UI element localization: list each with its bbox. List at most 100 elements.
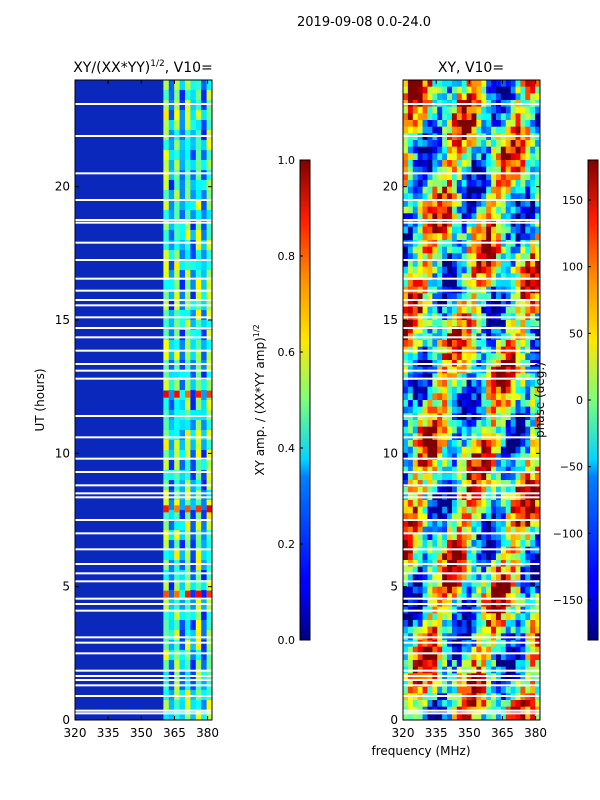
- panel2-cell: [535, 400, 540, 408]
- panel2-cell: [515, 113, 521, 121]
- panel2-cell: [530, 646, 536, 654]
- panel1-cell: [163, 140, 170, 151]
- panel2-cell: [510, 520, 516, 528]
- panel2-cell: [471, 380, 477, 388]
- panel2-cell: [403, 140, 409, 148]
- panel2-cell: [432, 126, 438, 134]
- panel2-cell: [422, 506, 428, 514]
- panel2-cell: [525, 446, 531, 454]
- panel1-cell: [179, 590, 186, 601]
- panel2-cell: [471, 626, 477, 634]
- panel2-cell: [412, 180, 419, 188]
- panel1-cell: [174, 640, 181, 651]
- panel2-cell: [403, 213, 409, 221]
- panel1-cell: [168, 540, 175, 551]
- panel2-cell: [437, 93, 443, 101]
- panel2-cell: [461, 406, 467, 414]
- panel2-cell: [491, 326, 497, 334]
- panel2-cell: [471, 106, 477, 114]
- panel1-cell: [195, 150, 202, 161]
- panel2-cell: [476, 453, 482, 461]
- panel2-cell: [451, 206, 458, 214]
- panel2-cell: [486, 420, 492, 428]
- panel2-cell: [456, 446, 463, 454]
- panel2-cell: [486, 233, 492, 241]
- panel2-cell: [456, 700, 463, 708]
- panel1-gap: [75, 277, 212, 280]
- panel1-cell: [179, 490, 186, 501]
- panel2-cell: [510, 253, 516, 261]
- panel1-cell: [168, 140, 175, 151]
- panel2-cell: [461, 206, 467, 214]
- panel2-cell: [461, 680, 467, 688]
- panel2-cell: [495, 246, 502, 254]
- panel2-cell: [481, 553, 487, 561]
- panel2-cell: [471, 340, 477, 348]
- panel1-cell: [168, 150, 175, 161]
- panel2-cell: [530, 480, 536, 488]
- panel1-cell: [195, 430, 202, 441]
- panel2-cell: [412, 280, 419, 288]
- panel1-cell: [163, 550, 170, 561]
- panel1-cell: [184, 120, 191, 131]
- panel2-cell: [535, 700, 540, 708]
- panel2-cell: [437, 626, 443, 634]
- panel2-cell: [427, 86, 433, 94]
- panel2-cell: [407, 113, 414, 121]
- panel2-cell: [427, 126, 433, 134]
- panel2-cell: [495, 480, 502, 488]
- panel2-cell: [476, 566, 482, 574]
- panel2-cell: [535, 573, 540, 581]
- panel1-cell: [163, 280, 170, 291]
- panel1-cell: [163, 310, 170, 321]
- panel2-cell: [407, 406, 414, 414]
- panel2-cell: [520, 513, 526, 521]
- panel2-cell: [451, 280, 458, 288]
- panel2-cell: [530, 173, 536, 181]
- panel2-cell: [471, 193, 477, 201]
- panel1-cell: [163, 630, 170, 641]
- panel2-cell: [520, 700, 526, 708]
- panel2-cell: [476, 526, 482, 534]
- panel2-cell: [422, 353, 428, 361]
- panel2-cell: [535, 586, 540, 594]
- panel2-cell: [451, 166, 458, 174]
- panel1-cell: [195, 530, 202, 541]
- panel2-cell: [486, 213, 492, 221]
- panel2-cell: [535, 106, 540, 114]
- panel2-cell: [432, 506, 438, 514]
- panel2-cell: [447, 700, 453, 708]
- panel1-cell: [184, 320, 191, 331]
- panel2-cell: [461, 213, 467, 221]
- panel1-gap: [75, 709, 212, 712]
- panel2-cell: [520, 613, 526, 621]
- panel2-cell: [515, 580, 521, 588]
- panel2-cell: [500, 253, 507, 261]
- panel2-cell: [442, 113, 448, 121]
- panel2-cell: [486, 186, 492, 194]
- panel2-cell: [432, 700, 438, 708]
- panel1-cell: [179, 90, 186, 101]
- panel2-cell: [447, 113, 453, 121]
- panel1-cell: [179, 160, 186, 171]
- panel2-cell: [491, 353, 497, 361]
- panel2-cell: [427, 520, 433, 528]
- panel2-cell: [525, 580, 531, 588]
- panel2-cell: [510, 120, 516, 128]
- panel1-cell: [179, 420, 186, 431]
- panel2-cell: [432, 453, 438, 461]
- panel2-cell: [422, 613, 428, 621]
- panel2-cell: [525, 206, 531, 214]
- panel1-cell: [168, 340, 175, 351]
- panel2-cell: [486, 580, 492, 588]
- panel2-cell: [417, 466, 423, 474]
- panel2-cell: [471, 373, 477, 381]
- panel2-cell: [437, 126, 443, 134]
- panel2-cell: [476, 446, 482, 454]
- panel1-cell: [163, 80, 170, 91]
- panel1-cell: [179, 380, 186, 391]
- panel1-cell: [201, 650, 208, 661]
- panel2-cell: [407, 253, 414, 261]
- panel1-gap: [75, 377, 212, 380]
